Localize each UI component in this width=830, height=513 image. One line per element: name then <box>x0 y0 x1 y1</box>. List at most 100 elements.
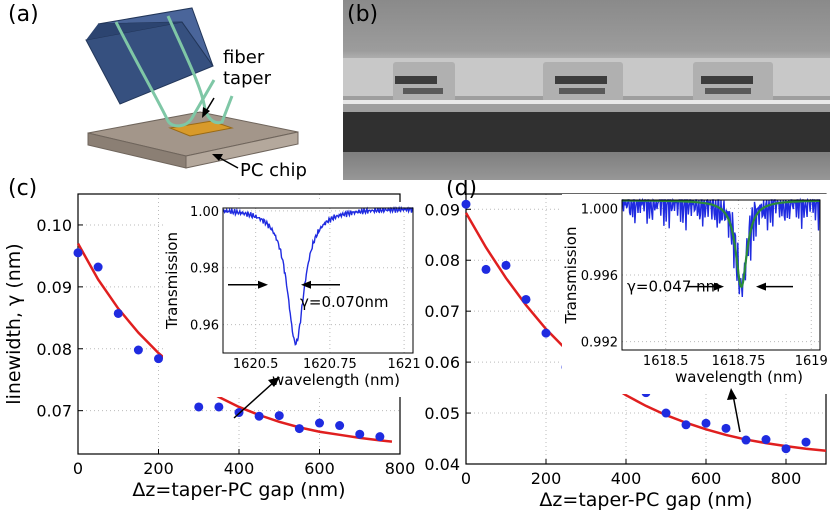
data-point <box>113 308 123 318</box>
x-tick-label: 0 <box>73 459 83 478</box>
inset-x-tick-label: 1621 <box>388 357 421 372</box>
inset-frame <box>222 207 414 354</box>
linewidth-annotation: γ=0.047 nm <box>627 278 720 296</box>
y-tick-label: 0.09 <box>424 200 460 219</box>
x-tick-label: 600 <box>304 459 335 478</box>
inset-y-tick-label: 0.992 <box>581 336 618 351</box>
x-tick-label: 800 <box>771 469 802 488</box>
data-point <box>541 328 551 338</box>
y-tick-label: 0.07 <box>36 402 72 421</box>
cavity-chain <box>393 62 773 102</box>
inset-x-tick-label: 1620.75 <box>303 357 357 372</box>
y-tick-label: 0.08 <box>424 251 460 270</box>
data-point <box>501 260 511 270</box>
data-point <box>801 437 811 447</box>
data-point <box>93 262 103 272</box>
y-tick-label: 0.08 <box>36 340 72 359</box>
x-tick-label: 800 <box>385 459 416 478</box>
x-tick-label: 400 <box>611 469 642 488</box>
inset-y-tick-label: 1.000 <box>581 202 618 217</box>
x-tick-label: 600 <box>691 469 722 488</box>
taper-mount-side <box>86 22 182 40</box>
linewidth-arrowhead-right <box>756 282 766 291</box>
data-point <box>461 199 471 209</box>
data-point <box>375 432 385 442</box>
data-point <box>315 418 324 428</box>
y-axis-label: linewidth, γ (nm) <box>3 243 25 404</box>
inset-transmission-curve <box>222 205 413 346</box>
panel-label-b: (b) <box>347 2 379 27</box>
inset-background <box>163 202 421 397</box>
taper-mount-top <box>97 7 214 67</box>
data-point <box>741 435 751 445</box>
sem-features <box>343 58 830 152</box>
fiber-label-line1: fiber <box>223 47 265 68</box>
panel-label-a: (a) <box>8 2 39 27</box>
linewidth-arrowhead-right <box>301 280 311 289</box>
data-point <box>721 423 731 433</box>
inset-x-tick-label: 1618.5 <box>643 354 689 369</box>
inset-frame <box>621 199 821 351</box>
x-axis-label: Δz=taper-PC gap (nm) <box>132 479 345 501</box>
inset-pointer-arrowhead <box>268 377 280 387</box>
data-point <box>781 444 791 454</box>
x-axis-label: Δz=taper-PC gap (nm) <box>539 489 752 511</box>
inset-fit-curve <box>622 199 820 289</box>
inset-x-axis-label: wavelength (nm) <box>675 368 803 386</box>
inset-x-tick-label: 1618.75 <box>712 354 766 369</box>
inset-pointer-arrowhead <box>727 388 737 400</box>
data-point <box>73 248 83 258</box>
chip-label: PC chip <box>240 160 307 181</box>
y-tick-label: 0.04 <box>424 455 460 474</box>
panel-label-c: (c) <box>8 176 38 201</box>
cavity-region <box>168 120 234 137</box>
y-tick-label: 0.06 <box>424 353 460 372</box>
data-point <box>761 435 771 445</box>
data-point <box>355 429 365 439</box>
y-tick-label: 0.10 <box>36 216 72 235</box>
schematic-figure: fiber taper PC chip <box>85 7 307 181</box>
y-tick-label: 0.05 <box>424 404 460 423</box>
chip-arrowhead <box>212 154 223 161</box>
data-point <box>521 294 531 304</box>
inset-pointer-arrow <box>732 394 741 433</box>
data-point <box>194 402 204 412</box>
linewidth-arrowhead-left <box>714 282 724 291</box>
inset-y-axis-label: Transmission <box>562 227 580 325</box>
data-point <box>335 421 345 431</box>
x-tick-label: 400 <box>224 459 255 478</box>
x-tick-label: 200 <box>531 469 562 488</box>
inset-x-tick-label: 1620.5 <box>233 357 279 372</box>
data-point <box>661 408 671 418</box>
data-point <box>133 345 143 355</box>
inset-y-tick-label: 1.00 <box>190 205 219 220</box>
inset-x-axis-label: wavelength (nm) <box>272 371 400 389</box>
y-tick-label: 0.07 <box>424 302 460 321</box>
panel-label-d: (d) <box>446 176 478 201</box>
inset-pointer-arrow <box>233 381 275 419</box>
fiber-label-line2: taper <box>223 68 272 89</box>
chip-side <box>185 131 299 169</box>
data-point <box>154 354 163 364</box>
x-tick-label: 200 <box>143 459 174 478</box>
inset-background <box>562 194 828 394</box>
data-point <box>214 402 224 412</box>
inset-y-tick-label: 0.98 <box>190 262 219 277</box>
x-tick-label: 0 <box>461 469 471 488</box>
data-point <box>681 420 691 430</box>
inset-y-tick-label: 0.96 <box>190 319 219 334</box>
data-point <box>481 264 491 274</box>
data-point <box>701 418 711 428</box>
data-point <box>274 411 284 421</box>
y-tick-label: 0.09 <box>36 278 72 297</box>
data-point <box>254 411 264 421</box>
chip-arrow <box>217 156 239 169</box>
inset-y-axis-label: Transmission <box>163 232 181 330</box>
linewidth-arrowhead-left <box>258 280 268 289</box>
fit-line <box>76 242 393 443</box>
inset-y-tick-label: 0.996 <box>581 269 618 284</box>
fiber-arrowhead <box>202 107 210 118</box>
linewidth-annotation: γ=0.070nm <box>300 293 389 311</box>
